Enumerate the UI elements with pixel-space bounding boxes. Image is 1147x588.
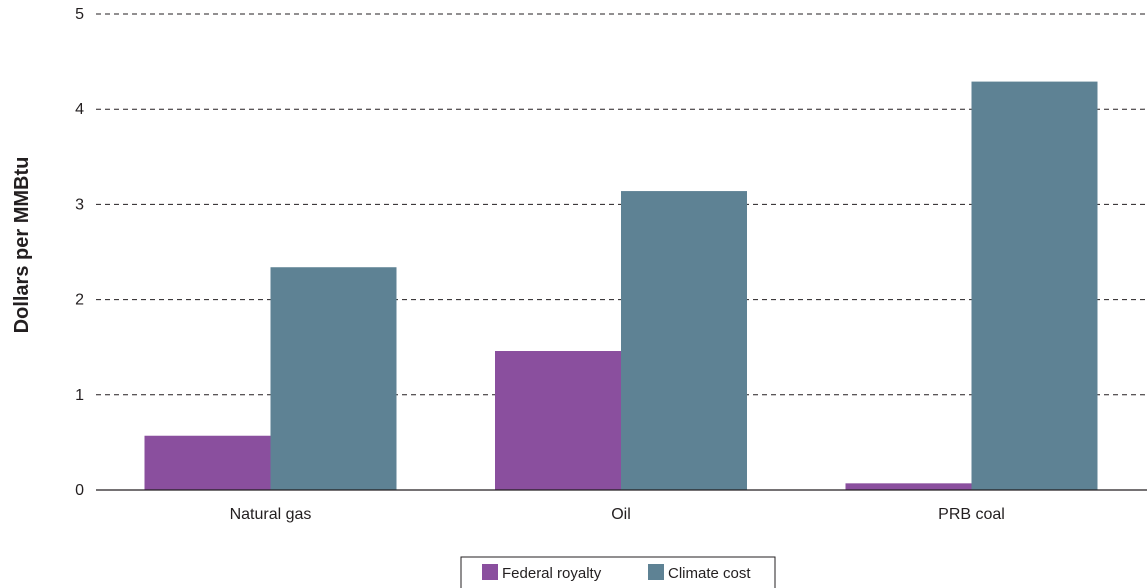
y-tick-label: 5 (75, 6, 84, 23)
bar-climate-cost (270, 267, 397, 490)
x-tick-label: Natural gas (230, 506, 312, 523)
y-tick-label: 2 (75, 292, 84, 309)
legend-label: Climate cost (668, 565, 751, 582)
legend-swatch (482, 564, 498, 580)
legend-swatch (648, 564, 664, 580)
bar-federal-royalty (144, 435, 271, 490)
y-axis-title: Dollars per MMBtu (11, 157, 33, 334)
legend-label: Federal royalty (502, 565, 602, 582)
bar-climate-cost (971, 81, 1098, 490)
y-tick-labels: 0 1 2 3 4 5 (75, 6, 84, 499)
y-tick-label: 0 (75, 482, 84, 499)
bar-climate-cost (621, 191, 747, 490)
x-tick-label: Oil (611, 506, 631, 523)
bar-federal-royalty (495, 351, 621, 490)
y-tick-label: 4 (75, 101, 84, 118)
x-tick-labels: Natural gas Oil PRB coal (230, 506, 1005, 523)
legend-box (460, 556, 776, 588)
y-tick-label: 3 (75, 196, 84, 213)
bars (144, 81, 1098, 490)
legend: Federal royalty Climate cost (460, 556, 776, 588)
x-tick-label: PRB coal (938, 506, 1005, 523)
y-tick-label: 1 (75, 387, 84, 404)
bar-federal-royalty (845, 483, 972, 490)
